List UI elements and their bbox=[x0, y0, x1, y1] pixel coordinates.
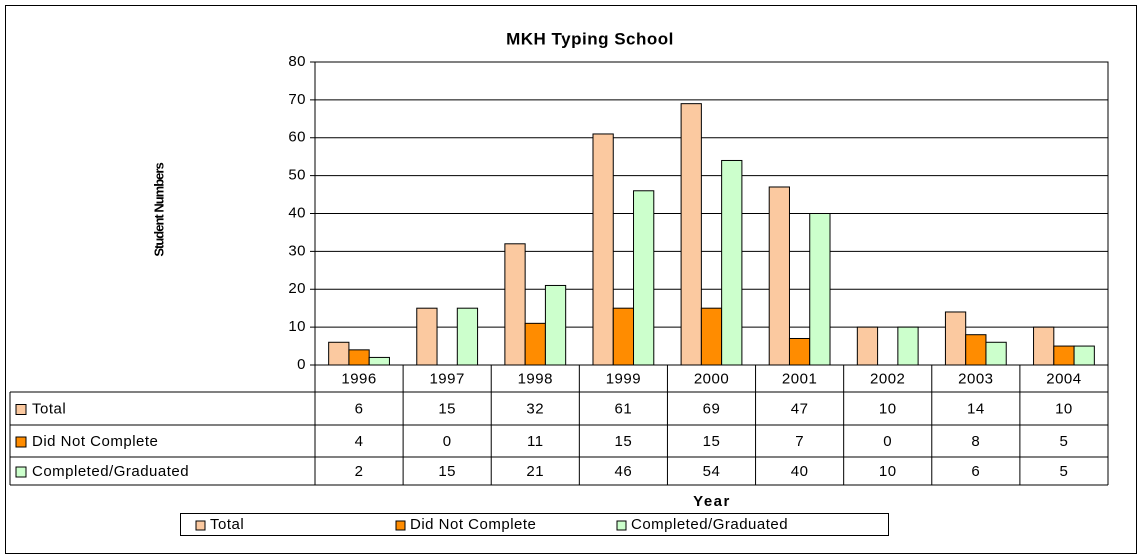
bar bbox=[809, 213, 831, 366]
x-tick-label: 2002 bbox=[870, 370, 905, 387]
table-cell: 10 bbox=[879, 463, 897, 480]
x-tick-label: 1996 bbox=[341, 370, 376, 387]
table-cell: 10 bbox=[1055, 400, 1073, 417]
legend-label: Total bbox=[210, 516, 244, 533]
table-cell: 8 bbox=[971, 433, 980, 450]
table-cell: 40 bbox=[791, 463, 809, 480]
table-cell: 15 bbox=[438, 400, 456, 417]
bar bbox=[768, 186, 790, 366]
table-legend-key bbox=[15, 466, 27, 478]
legend-label: Did Not Complete bbox=[410, 516, 536, 533]
bar bbox=[944, 311, 967, 366]
table-cell: 21 bbox=[526, 463, 544, 480]
y-tick-label: 20 bbox=[288, 280, 306, 297]
y-tick-label: 50 bbox=[288, 167, 306, 184]
table-cell: 32 bbox=[526, 400, 544, 417]
x-tick-label: 1998 bbox=[518, 370, 553, 387]
legend-box bbox=[180, 513, 889, 536]
x-tick-label: 1999 bbox=[606, 370, 641, 387]
table-cell: 6 bbox=[355, 400, 364, 417]
table-cell: 11 bbox=[527, 433, 544, 450]
table-cell: 14 bbox=[967, 400, 985, 417]
y-tick-label: 70 bbox=[288, 91, 306, 108]
table-cell: 6 bbox=[971, 463, 980, 480]
table-cell: 4 bbox=[355, 433, 364, 450]
y-tick-label: 60 bbox=[288, 129, 306, 146]
y-tick-label: 40 bbox=[288, 204, 306, 221]
bar bbox=[985, 341, 1007, 366]
table-cell: 2 bbox=[355, 463, 364, 480]
bar bbox=[328, 341, 350, 366]
table-cell: 15 bbox=[615, 433, 633, 450]
x-tick-label: 1997 bbox=[429, 370, 464, 387]
table-row-label: Completed/Graduated bbox=[32, 463, 189, 480]
bar bbox=[348, 349, 370, 366]
bar bbox=[700, 307, 723, 366]
bar bbox=[1053, 345, 1075, 366]
bar bbox=[368, 356, 390, 366]
y-axis-label: Student Numbers bbox=[151, 163, 166, 257]
table-cell: 46 bbox=[615, 463, 633, 480]
x-axis-label: Year bbox=[693, 493, 731, 510]
table-cell: 69 bbox=[703, 400, 721, 417]
table-cell: 15 bbox=[438, 463, 456, 480]
bar bbox=[524, 322, 546, 366]
table-legend-key bbox=[15, 436, 27, 448]
table-row-label: Total bbox=[32, 400, 66, 417]
bar bbox=[504, 243, 526, 366]
x-tick-label: 2004 bbox=[1046, 370, 1081, 387]
bar bbox=[456, 307, 479, 366]
legend-key bbox=[395, 520, 406, 531]
y-tick-label: 0 bbox=[297, 356, 306, 373]
bar bbox=[1033, 326, 1055, 366]
bar bbox=[856, 326, 879, 366]
bar bbox=[544, 284, 567, 366]
y-tick-label: 30 bbox=[288, 242, 306, 259]
table-cell: 61 bbox=[615, 400, 633, 417]
bar bbox=[897, 326, 919, 366]
bar bbox=[965, 334, 987, 366]
table-cell: 10 bbox=[879, 400, 897, 417]
x-tick-label: 2003 bbox=[958, 370, 993, 387]
bar bbox=[1073, 345, 1095, 366]
bar bbox=[633, 190, 655, 366]
x-tick-label: 2000 bbox=[694, 370, 729, 387]
bar bbox=[680, 103, 702, 366]
y-tick-label: 10 bbox=[288, 318, 306, 335]
table-cell: 47 bbox=[791, 400, 809, 417]
bar bbox=[592, 133, 614, 366]
table-cell: 54 bbox=[703, 463, 721, 480]
bar bbox=[416, 307, 438, 366]
table-cell: 15 bbox=[703, 433, 721, 450]
table-cell: 5 bbox=[1060, 433, 1069, 450]
bar bbox=[612, 307, 635, 366]
chart-title: MKH Typing School bbox=[506, 29, 674, 48]
table-legend-key bbox=[15, 404, 27, 415]
bar bbox=[788, 337, 811, 366]
table-cell: 7 bbox=[795, 433, 804, 450]
table-cell: 5 bbox=[1060, 463, 1069, 480]
table-row-label: Did Not Complete bbox=[32, 433, 158, 450]
table-cell: 0 bbox=[443, 433, 452, 450]
bar bbox=[721, 159, 743, 366]
table-cell: 0 bbox=[883, 433, 892, 450]
legend-label: Completed/Graduated bbox=[631, 516, 788, 533]
legend-key bbox=[195, 520, 206, 531]
legend-key bbox=[616, 520, 627, 531]
y-tick-label: 80 bbox=[288, 53, 306, 70]
x-tick-label: 2001 bbox=[782, 370, 817, 387]
